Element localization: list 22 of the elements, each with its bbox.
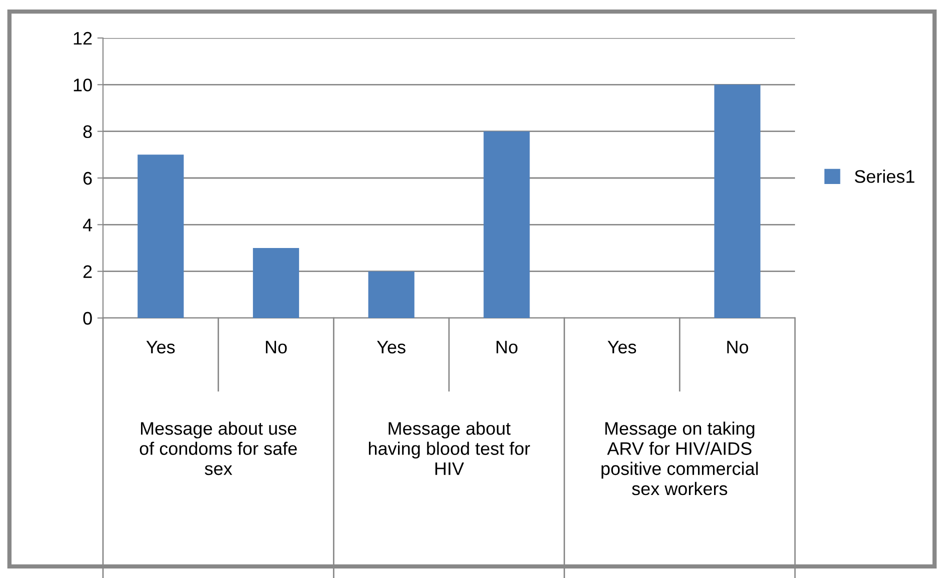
legend-label: Series1: [854, 170, 914, 183]
y-tick-label: 8: [83, 125, 92, 138]
y-tick-label: 12: [74, 32, 92, 45]
text: Message on taking ARV for HIV/AIDS positive commercial sex workers: [602, 422, 758, 496]
text: Message about use of condoms for safe sex: [140, 422, 297, 476]
y-tick-label: 6: [83, 172, 92, 185]
y-tick-label: 4: [82, 218, 92, 232]
y-tick-label: 10: [74, 78, 92, 92]
x-tick-label: No: [496, 340, 518, 354]
x-tick-label: No: [727, 340, 748, 354]
text: Message about having blood test for HIV: [368, 422, 530, 475]
x-tick-label: Yes: [377, 340, 406, 354]
bar: [368, 271, 414, 318]
bar: [714, 84, 760, 318]
x-tick-label: No: [266, 340, 287, 354]
bar: [252, 248, 300, 318]
y-tick-label: 2: [83, 265, 92, 278]
bar: [138, 154, 184, 318]
bar: [484, 131, 530, 318]
x-tick-label: Yes: [146, 340, 175, 354]
y-tick-label: 0: [83, 312, 92, 325]
x-tick-label: Yes: [608, 340, 636, 354]
